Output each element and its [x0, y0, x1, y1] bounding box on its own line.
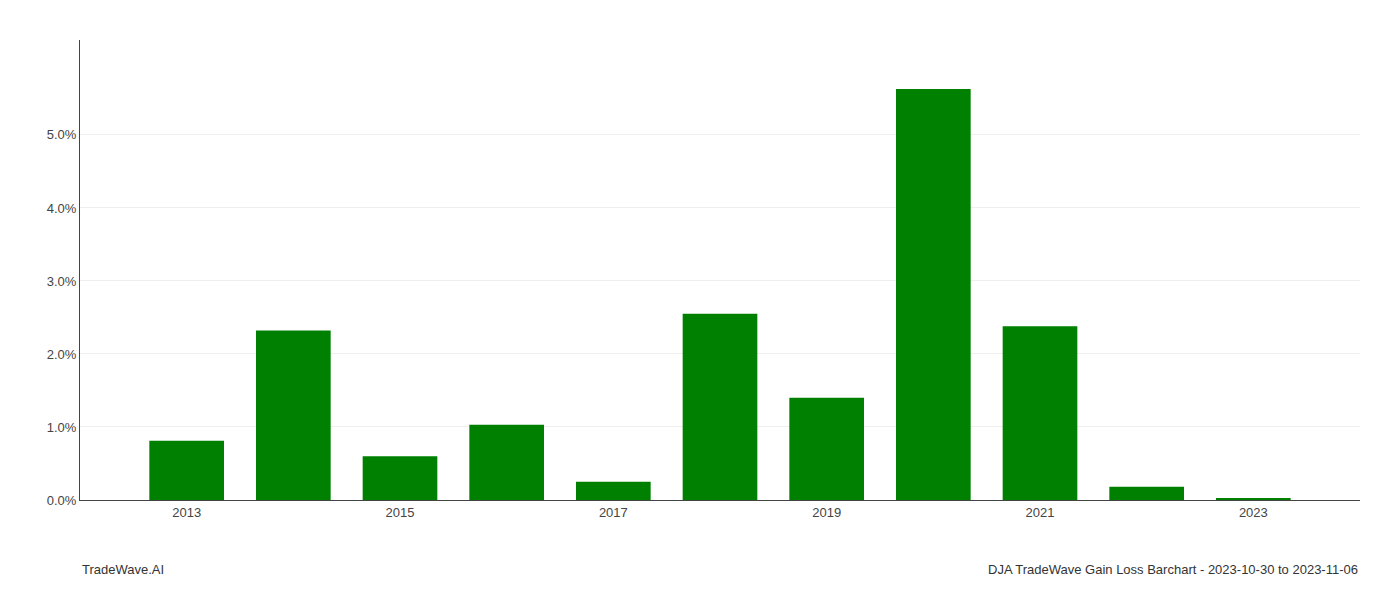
svg-text:0.0%: 0.0% [47, 493, 77, 508]
svg-text:1.0%: 1.0% [47, 420, 77, 435]
svg-text:2015: 2015 [386, 505, 415, 520]
svg-text:4.0%: 4.0% [47, 200, 77, 215]
svg-text:2013: 2013 [172, 505, 201, 520]
svg-text:3.0%: 3.0% [47, 274, 77, 289]
svg-text:5.0%: 5.0% [47, 127, 77, 142]
svg-text:TradeWave.AI: TradeWave.AI [82, 562, 164, 577]
svg-text:DJA TradeWave Gain Loss Barcha: DJA TradeWave Gain Loss Barchart - 2023-… [988, 562, 1358, 577]
svg-text:2017: 2017 [599, 505, 628, 520]
svg-text:2021: 2021 [1026, 505, 1055, 520]
svg-text:2019: 2019 [812, 505, 841, 520]
svg-text:2023: 2023 [1239, 505, 1268, 520]
svg-text:2.0%: 2.0% [47, 347, 77, 362]
